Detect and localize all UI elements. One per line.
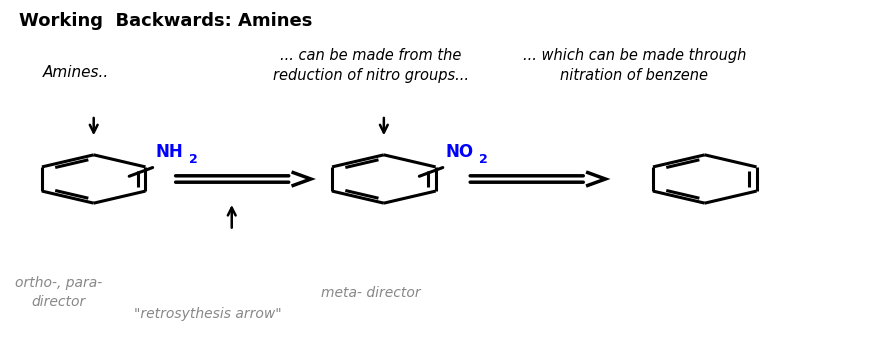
Text: ortho-, para-
director: ortho-, para- director <box>15 276 102 309</box>
Text: meta- director: meta- director <box>321 286 421 300</box>
Text: 2: 2 <box>479 153 488 166</box>
Text: Amines..: Amines.. <box>43 65 109 80</box>
Text: ... which can be made through
nitration of benzene: ... which can be made through nitration … <box>523 48 746 83</box>
Text: NO: NO <box>445 143 474 161</box>
Text: 2: 2 <box>189 153 198 166</box>
Text: Working  Backwards: Amines: Working Backwards: Amines <box>19 12 312 30</box>
Text: ... can be made from the
reduction of nitro groups...: ... can be made from the reduction of ni… <box>273 48 468 83</box>
Text: "retrosythesis arrow": "retrosythesis arrow" <box>134 307 282 321</box>
Text: NH: NH <box>155 143 183 161</box>
